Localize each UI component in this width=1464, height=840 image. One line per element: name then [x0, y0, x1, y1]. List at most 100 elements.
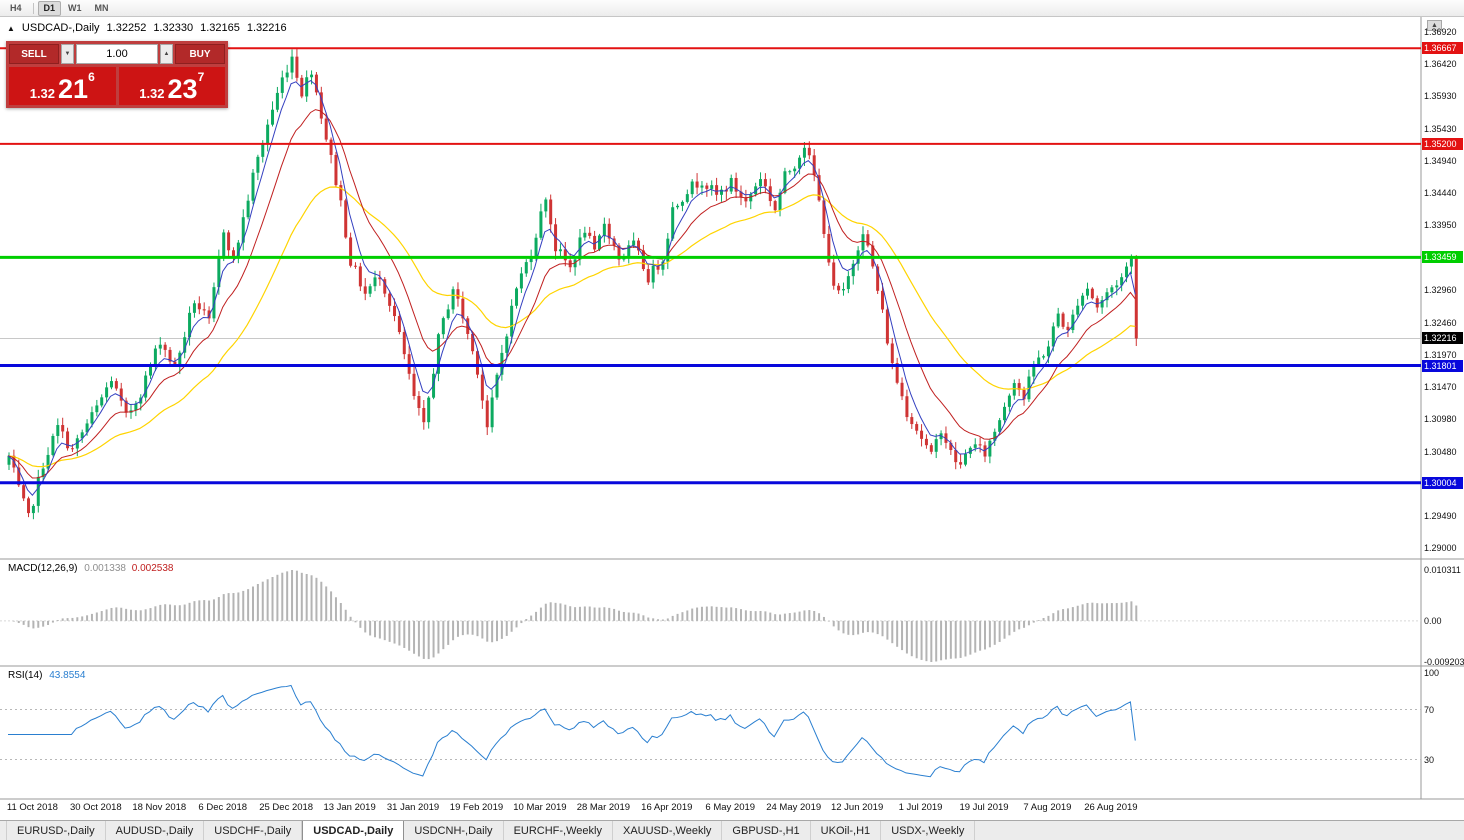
- volume-input[interactable]: [76, 44, 158, 64]
- candle: [134, 403, 138, 411]
- x-axis-date-label: 26 Aug 2019: [1084, 802, 1138, 813]
- tab-usdchf-daily[interactable]: USDCHF-,Daily: [204, 821, 303, 840]
- one-click-expander-icon[interactable]: ▲: [7, 23, 15, 33]
- candle: [632, 240, 636, 246]
- candle: [466, 318, 470, 334]
- candle: [963, 453, 967, 465]
- candle: [412, 373, 416, 397]
- candle: [700, 185, 704, 188]
- candle: [983, 445, 987, 457]
- candle: [432, 373, 436, 398]
- candle: [1100, 300, 1104, 308]
- candle: [900, 382, 904, 397]
- candle: [544, 199, 548, 212]
- candle: [90, 412, 94, 424]
- candle: [310, 74, 314, 78]
- candle: [422, 408, 426, 423]
- candle: [27, 498, 31, 514]
- tab-usdcad-daily[interactable]: USDCAD-,Daily: [302, 821, 405, 840]
- y-axis-label: 1.30480: [1424, 446, 1457, 457]
- level-price-tag: 1.35200: [1422, 137, 1463, 150]
- candle: [646, 269, 650, 283]
- candle: [100, 397, 104, 406]
- candle: [563, 249, 567, 261]
- buy-button[interactable]: BUY: [175, 44, 225, 64]
- candle: [617, 245, 621, 260]
- sell-price-prefix: 1.32: [29, 86, 56, 101]
- candle: [588, 232, 592, 236]
- candle: [388, 293, 392, 306]
- candle: [734, 177, 738, 192]
- sell-button[interactable]: SELL: [9, 44, 59, 64]
- candle: [1085, 288, 1089, 296]
- candle: [1003, 406, 1007, 421]
- candle: [920, 430, 924, 439]
- candle: [593, 235, 597, 250]
- volume-increase-icon[interactable]: ▲: [160, 44, 173, 64]
- candle: [407, 354, 411, 374]
- timeframe-button-h4[interactable]: H4: [10, 3, 22, 13]
- x-axis-date-label: 25 Dec 2018: [259, 802, 314, 813]
- tab-usdx-weekly[interactable]: USDX-,Weekly: [881, 821, 976, 840]
- ma-red-line: [7, 109, 1136, 479]
- candle: [895, 363, 899, 383]
- candle: [17, 467, 21, 486]
- candle: [710, 185, 714, 189]
- candle: [1056, 313, 1060, 327]
- candle: [759, 179, 763, 187]
- candle: [339, 185, 343, 201]
- tab-ukoil-h1[interactable]: UKOil-,H1: [811, 821, 882, 840]
- timeframe-button-d1[interactable]: D1: [37, 0, 62, 16]
- candle: [202, 309, 206, 311]
- tab-eurchf-weekly[interactable]: EURCHF-,Weekly: [504, 821, 613, 840]
- timeframe-button-w1[interactable]: W1: [68, 3, 82, 13]
- candle: [637, 240, 641, 251]
- x-axis-date-label: 28 Mar 2019: [576, 802, 631, 813]
- candle: [373, 277, 377, 287]
- candle: [949, 442, 953, 451]
- x-axis-date-label: 10 Mar 2019: [513, 802, 567, 813]
- sell-price-sup: 6: [88, 70, 95, 84]
- candle: [105, 387, 109, 398]
- rsi-axis-70: 70: [1424, 704, 1435, 715]
- candle: [36, 476, 40, 506]
- one-click-trade-panel: SELL ▼ ▲ BUY 1.32 21 6 1.32 23 7: [6, 41, 228, 108]
- candle: [1061, 313, 1065, 327]
- x-axis-date-label: 16 Apr 2019: [641, 802, 693, 813]
- candle: [451, 289, 455, 310]
- candle: [573, 259, 577, 268]
- chart-canvas[interactable]: [0, 17, 1464, 820]
- tab-gbpusd-h1[interactable]: GBPUSD-,H1: [722, 821, 811, 840]
- buy-price-display[interactable]: 1.32 23 7: [118, 67, 225, 105]
- candle: [1115, 285, 1119, 288]
- candle: [22, 485, 26, 499]
- candle: [505, 336, 509, 353]
- candle: [349, 237, 353, 266]
- candle: [798, 157, 802, 169]
- candle: [597, 235, 601, 250]
- y-axis-label: 1.31470: [1424, 382, 1457, 393]
- tab-eurusd-daily[interactable]: EURUSD-,Daily: [6, 821, 106, 840]
- tab-xauusd-weekly[interactable]: XAUUSD-,Weekly: [613, 821, 723, 840]
- sell-price-display[interactable]: 1.32 21 6: [9, 67, 116, 105]
- candle: [251, 172, 255, 201]
- y-axis-label: 1.34440: [1424, 188, 1457, 199]
- candle: [353, 265, 357, 267]
- candle: [807, 147, 811, 156]
- candle: [998, 420, 1002, 432]
- timeframe-button-mn[interactable]: MN: [94, 3, 109, 13]
- y-axis-label: 1.29000: [1424, 543, 1457, 554]
- chart-ohlc-header: ▲ USDCAD-,Daily 1.32252 1.32330 1.32165 …: [7, 22, 287, 34]
- tab-audusd-daily[interactable]: AUDUSD-,Daily: [106, 821, 205, 840]
- candle: [978, 444, 982, 446]
- chart-corner-button[interactable]: ▲: [1427, 20, 1442, 31]
- volume-decrease-icon[interactable]: ▼: [61, 44, 74, 64]
- candle: [641, 250, 645, 270]
- candle: [149, 365, 153, 376]
- tab-usdcnh-daily[interactable]: USDCNH-,Daily: [404, 821, 504, 840]
- candle: [1042, 356, 1046, 358]
- y-axis-label: 1.36420: [1424, 59, 1457, 70]
- chart-area[interactable]: ▲ USDCAD-,Daily 1.32252 1.32330 1.32165 …: [0, 17, 1464, 820]
- candle: [192, 303, 196, 313]
- candle: [515, 288, 519, 306]
